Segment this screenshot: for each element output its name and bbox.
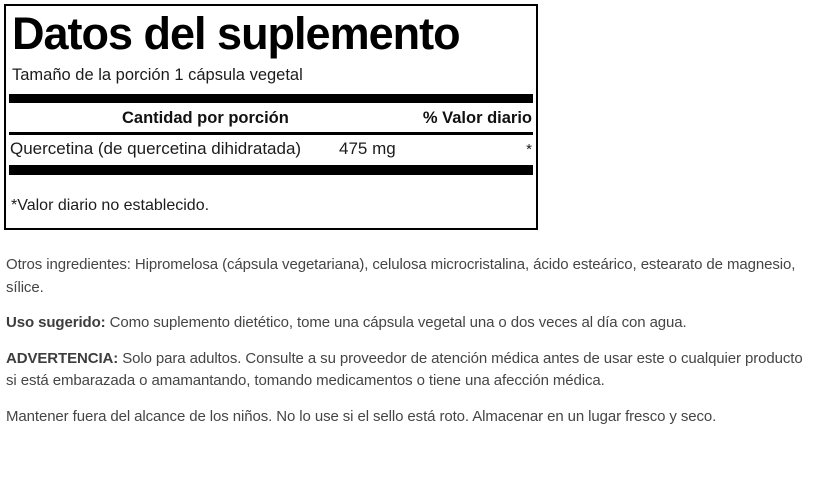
other-ingredients-paragraph: Otros ingredientes: Hipromelosa (cápsula… bbox=[6, 254, 806, 299]
divider-thick-top bbox=[9, 94, 533, 104]
panel-title: Datos del suplemento bbox=[12, 8, 461, 59]
ingredient-row: Quercetina (de quercetina dihidratada) 4… bbox=[9, 135, 533, 165]
ingredient-amount: 475 mg bbox=[339, 139, 396, 159]
daily-value-footnote: *Valor diario no establecido. bbox=[11, 197, 210, 215]
suggested-use-label: Uso sugerido: bbox=[6, 314, 106, 332]
divider-thick-bottom bbox=[9, 165, 533, 176]
ingredient-name: Quercetina (de quercetina dihidratada) bbox=[10, 139, 302, 159]
other-ingredients-text: Hipromelosa (cápsula vegetariana), celul… bbox=[6, 256, 796, 296]
warning-paragraph: ADVERTENCIA: Solo para adultos. Consulte… bbox=[6, 348, 806, 393]
serving-size-text: Tamaño de la porción 1 cápsula vegetal bbox=[12, 65, 303, 84]
supplement-info-text: Otros ingredientes: Hipromelosa (cápsula… bbox=[6, 254, 806, 428]
warning-text: Solo para adultos. Consulte a su proveed… bbox=[6, 349, 803, 390]
suggested-use-paragraph: Uso sugerido: Como suplemento dietético,… bbox=[6, 312, 806, 335]
divider-thin bbox=[9, 132, 533, 136]
warning-label: ADVERTENCIA: bbox=[6, 349, 119, 367]
other-ingredients-label: Otros ingredientes: bbox=[6, 256, 131, 274]
supplement-facts-panel: Datos del suplemento Tamaño de la porció… bbox=[4, 4, 538, 231]
daily-value-header: % Valor diario bbox=[422, 109, 532, 128]
ingredient-daily-value: * bbox=[526, 141, 532, 159]
storage-note: Mantener fuera del alcance de los niños.… bbox=[6, 407, 717, 425]
amount-per-serving-header: Cantidad por porción bbox=[122, 109, 289, 128]
column-header-row: Cantidad por porción % Valor diario bbox=[9, 103, 533, 132]
suggested-use-text: Como suplemento dietético, tome una cáps… bbox=[109, 314, 687, 332]
